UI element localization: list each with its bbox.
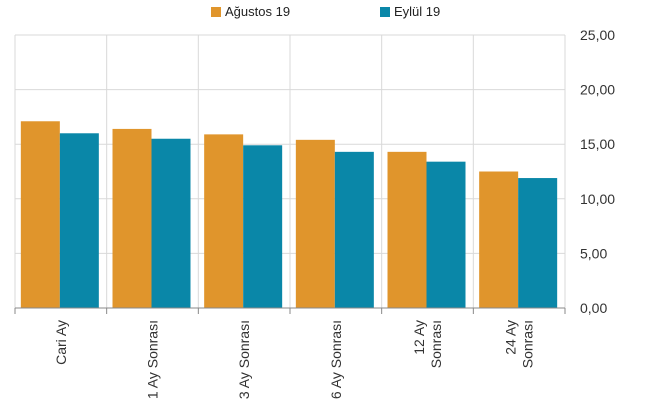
x-tick-label: 6 Ay Sonrası: [328, 320, 344, 399]
legend-label-september: Eylül 19: [394, 4, 441, 19]
x-tick-label: Cari Ay: [53, 320, 69, 365]
bar-august-0: [20, 121, 60, 308]
bar-september-5: [518, 178, 558, 308]
bar-september-0: [59, 133, 99, 308]
bar-august-4: [387, 151, 427, 308]
x-tick-label: 1 Ay Sonrası: [145, 320, 161, 399]
y-tick-label: 25,00: [580, 27, 615, 43]
legend-item-september: Eylül 19: [380, 4, 440, 19]
bar-september-1: [151, 138, 191, 308]
bar-september-2: [243, 145, 283, 308]
legend-label-august: Ağustos 19: [225, 4, 291, 19]
y-tick-label: 10,00: [580, 191, 615, 207]
bar-september-3: [334, 151, 374, 308]
x-tick-label: Sonrası: [520, 320, 536, 368]
bar-august-2: [204, 134, 244, 308]
bar-august-5: [479, 171, 519, 308]
legend-swatch-august: [211, 6, 221, 17]
y-tick-label: 5,00: [580, 245, 607, 261]
x-tick-label: 24 Ay: [503, 320, 519, 355]
x-tick-label: 12 Ay: [411, 320, 427, 355]
y-tick-label: 0,00: [580, 300, 607, 316]
y-tick-label: 15,00: [580, 136, 615, 152]
bar-august-3: [295, 139, 335, 308]
bar-september-4: [426, 161, 466, 308]
chart-legend: Ağustos 19 Eylül 19: [0, 4, 646, 24]
x-tick-label: 3 Ay Sonrası: [236, 320, 252, 399]
y-tick-label: 20,00: [580, 82, 615, 98]
legend-item-august: Ağustos 19: [211, 4, 290, 19]
legend-swatch-september: [380, 6, 390, 17]
x-tick-label: Sonrası: [428, 320, 444, 368]
bar-august-1: [112, 128, 152, 308]
